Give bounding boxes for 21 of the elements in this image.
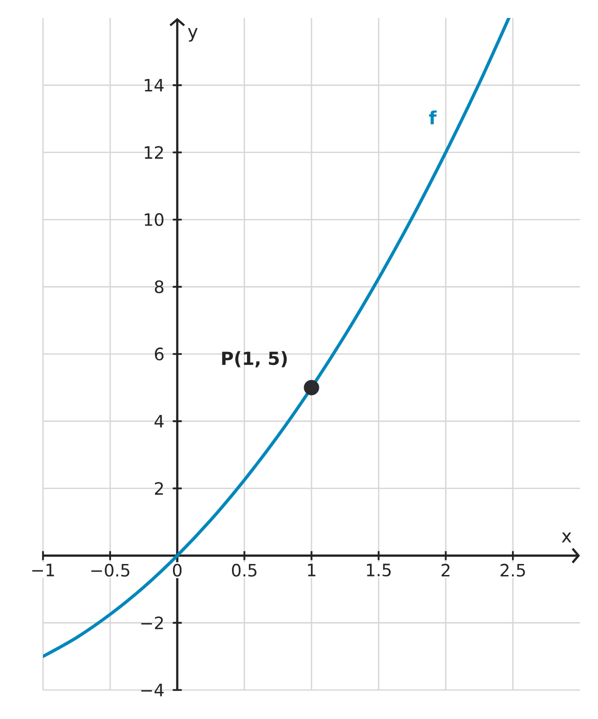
y-tick-label: −2 — [141, 616, 163, 630]
x-tick-label: 0 — [172, 564, 182, 577]
y-tick-label: 14 — [144, 79, 164, 92]
y-tick-label: 6 — [154, 348, 164, 360]
y-tick-label: 8 — [154, 280, 164, 294]
x-tick-label: −0.5 — [91, 564, 130, 577]
annotation: P(1, 5) — [222, 351, 287, 368]
y-tick-label: 2 — [154, 482, 163, 495]
y-tick-label: 4 — [154, 415, 164, 428]
x-tick-label: 2 — [442, 564, 450, 576]
x-tick-label: −1 — [32, 564, 54, 576]
x-tick-label: 2.5 — [500, 564, 525, 577]
y-tick-label: 10 — [144, 213, 164, 226]
y-axis-title: y — [188, 28, 198, 42]
y-tick-label: 12 — [144, 146, 163, 159]
x-tick-label: 1 — [308, 564, 316, 576]
x-tick-label: 1.5 — [366, 564, 391, 576]
x-axis-title: x — [562, 532, 572, 542]
series-label: f — [429, 110, 437, 124]
x-tick-label: 0.5 — [232, 564, 256, 577]
y-tick-label: −4 — [141, 684, 164, 696]
